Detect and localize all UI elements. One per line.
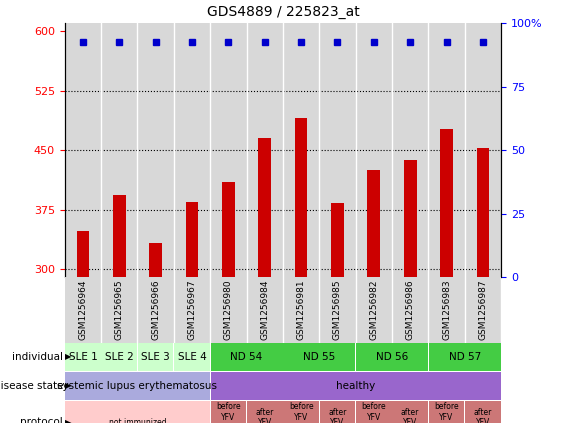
Bar	[77, 231, 90, 277]
FancyBboxPatch shape	[247, 401, 283, 423]
Bar	[428, 277, 464, 343]
Text: after
YFV
immuniz: after YFV immuniz	[466, 407, 499, 423]
Text: ND 54: ND 54	[230, 352, 263, 362]
Bar	[247, 23, 283, 277]
Text: GSM1256981: GSM1256981	[297, 279, 306, 340]
Text: individual: individual	[12, 352, 63, 362]
Text: after
YFV
immuniz: after YFV immuniz	[248, 407, 282, 423]
Text: GSM1256966: GSM1256966	[151, 279, 160, 340]
Text: ▶: ▶	[65, 352, 72, 362]
FancyBboxPatch shape	[320, 401, 355, 423]
Bar	[356, 23, 392, 277]
Text: ND 55: ND 55	[303, 352, 336, 362]
Text: GSM1256986: GSM1256986	[406, 279, 415, 340]
Bar	[368, 170, 380, 277]
FancyBboxPatch shape	[356, 343, 428, 371]
Text: SLE 3: SLE 3	[141, 352, 170, 362]
FancyBboxPatch shape	[211, 343, 283, 371]
Bar	[186, 202, 198, 277]
Bar	[137, 277, 174, 343]
FancyBboxPatch shape	[101, 343, 137, 371]
Text: before
YFV
immuniz
ation: before YFV immuniz ation	[212, 402, 245, 423]
Bar	[101, 277, 137, 343]
Text: GSM1256964: GSM1256964	[78, 279, 87, 340]
Bar	[464, 277, 501, 343]
Text: before
YFV
immuniz
ation: before YFV immuniz ation	[284, 402, 318, 423]
Bar	[113, 195, 126, 277]
Bar	[149, 243, 162, 277]
FancyBboxPatch shape	[65, 343, 101, 371]
Text: GSM1256980: GSM1256980	[224, 279, 233, 340]
Text: ND 57: ND 57	[449, 352, 481, 362]
Text: GSM1256982: GSM1256982	[369, 279, 378, 340]
Text: protocol: protocol	[20, 418, 63, 423]
Bar	[283, 277, 319, 343]
Text: healthy: healthy	[336, 381, 376, 391]
FancyBboxPatch shape	[65, 401, 210, 423]
FancyBboxPatch shape	[392, 401, 428, 423]
Bar	[294, 118, 307, 277]
Text: ND 56: ND 56	[376, 352, 408, 362]
Bar	[137, 23, 174, 277]
Bar	[319, 277, 356, 343]
Title: GDS4889 / 225823_at: GDS4889 / 225823_at	[207, 5, 359, 19]
Bar	[65, 277, 101, 343]
Text: SLE 1: SLE 1	[69, 352, 97, 362]
Text: not immunized: not immunized	[109, 418, 166, 423]
Text: ▶: ▶	[65, 381, 72, 390]
Bar	[331, 203, 344, 277]
Bar	[174, 23, 210, 277]
Text: ▶: ▶	[65, 418, 72, 423]
Bar	[356, 277, 392, 343]
Bar	[174, 277, 210, 343]
FancyBboxPatch shape	[356, 401, 392, 423]
Text: GSM1256987: GSM1256987	[479, 279, 488, 340]
Bar	[210, 23, 247, 277]
Text: GSM1256965: GSM1256965	[115, 279, 124, 340]
Bar	[65, 23, 101, 277]
Bar	[258, 138, 271, 277]
Text: after
YFV
immuniz: after YFV immuniz	[394, 407, 427, 423]
Text: before
YFV
immuniz
ation: before YFV immuniz ation	[358, 402, 390, 423]
Bar	[319, 23, 356, 277]
Bar	[392, 23, 428, 277]
Text: GSM1256985: GSM1256985	[333, 279, 342, 340]
FancyBboxPatch shape	[465, 401, 501, 423]
FancyBboxPatch shape	[283, 401, 319, 423]
Text: GSM1256984: GSM1256984	[260, 279, 269, 340]
Text: SLE 4: SLE 4	[178, 352, 207, 362]
FancyBboxPatch shape	[211, 401, 246, 423]
Bar	[428, 23, 464, 277]
Bar	[101, 23, 137, 277]
Text: disease state: disease state	[0, 381, 63, 391]
Bar	[392, 277, 428, 343]
Bar	[210, 277, 247, 343]
FancyBboxPatch shape	[65, 372, 210, 400]
Bar	[464, 23, 501, 277]
FancyBboxPatch shape	[138, 343, 173, 371]
Text: before
YFV
immuni
zation: before YFV immuni zation	[432, 402, 461, 423]
Bar	[222, 182, 235, 277]
FancyBboxPatch shape	[174, 343, 210, 371]
Text: GSM1256983: GSM1256983	[442, 279, 451, 340]
Bar	[283, 23, 319, 277]
FancyBboxPatch shape	[283, 343, 355, 371]
Bar	[404, 160, 417, 277]
Text: after
YFV
immuniz: after YFV immuniz	[321, 407, 354, 423]
Bar	[247, 277, 283, 343]
FancyBboxPatch shape	[428, 343, 501, 371]
Bar	[476, 148, 489, 277]
FancyBboxPatch shape	[211, 372, 501, 400]
FancyBboxPatch shape	[428, 401, 464, 423]
Text: GSM1256967: GSM1256967	[187, 279, 196, 340]
Bar	[440, 129, 453, 277]
Text: systemic lupus erythematosus: systemic lupus erythematosus	[57, 381, 217, 391]
Text: SLE 2: SLE 2	[105, 352, 133, 362]
